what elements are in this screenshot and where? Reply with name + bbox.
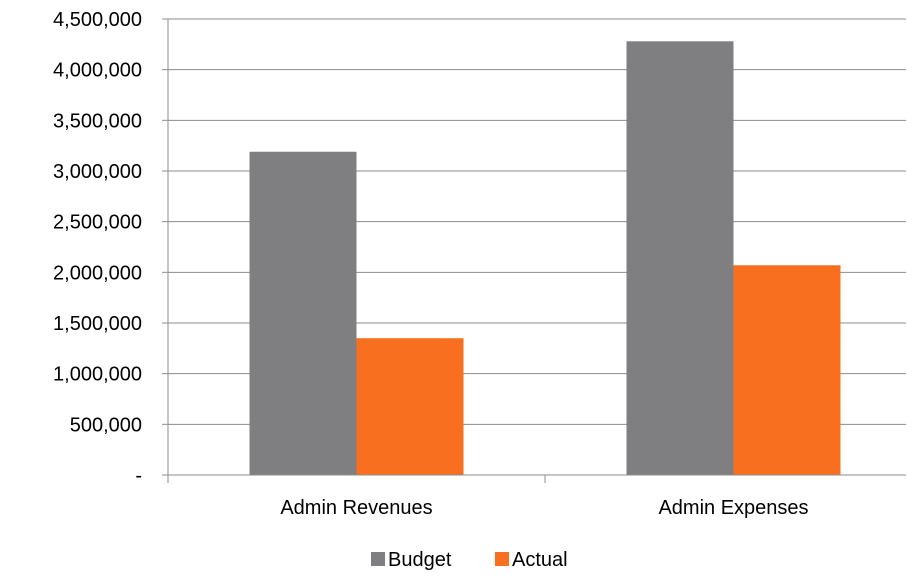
y-tick-label: 1,000,000 [53,364,142,386]
bar-budget-0 [249,151,357,475]
bar-actual-0 [356,338,464,475]
legend-label-budget: Budget [388,549,452,571]
x-category-label: Admin Revenues [280,497,432,519]
axes [167,19,906,483]
y-tick-label: - [135,465,142,487]
legend-swatch-actual [495,552,509,566]
bars [249,41,841,475]
bar-actual-1 [733,265,841,475]
legend-label-actual: Actual [512,549,568,571]
y-tick-label: 2,000,000 [53,262,142,284]
bar-budget-1 [626,41,734,475]
y-axis-ticks: - 500,000 1,000,000 1,500,000 2,000,000 2,500… [53,9,168,487]
x-axis-categories: Admin Revenues Admin Expenses [280,497,808,519]
y-tick-label: 3,500,000 [53,110,142,132]
y-tick-label: 500,000 [70,414,142,436]
y-tick-label: 2,500,000 [53,212,142,234]
y-tick-label: 1,500,000 [53,313,142,335]
y-tick-label: 4,000,000 [53,60,142,82]
x-category-label: Admin Expenses [658,497,808,519]
legend-swatch-budget [371,552,385,566]
y-tick-label: 4,500,000 [53,9,142,31]
legend: Budget Actual [371,549,568,571]
y-tick-label: 3,000,000 [53,161,142,183]
